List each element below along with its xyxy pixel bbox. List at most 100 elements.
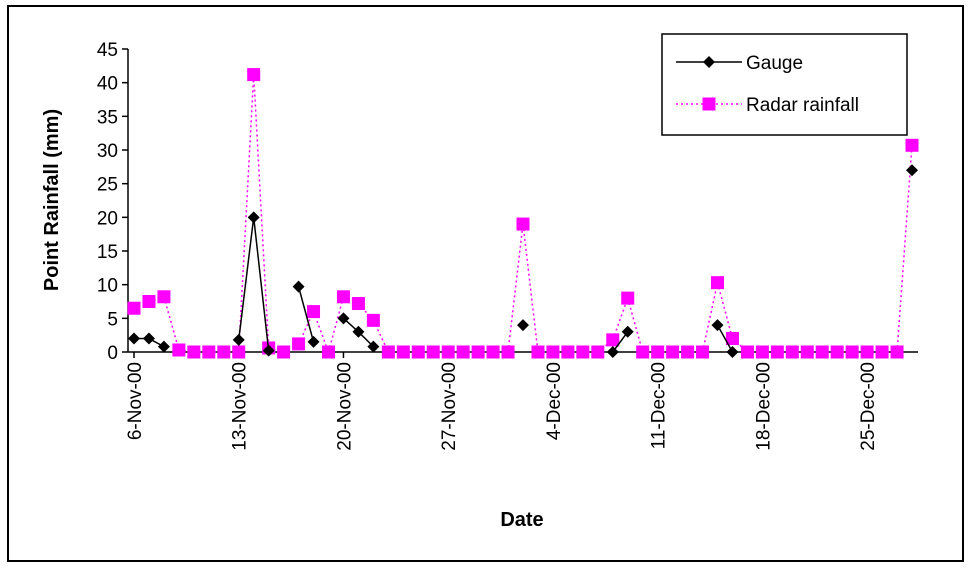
x-axis-title: Date <box>500 509 543 531</box>
data-point <box>157 290 171 304</box>
data-point <box>262 344 275 357</box>
series-line-segment <box>252 217 270 351</box>
legend-item: Gauge <box>676 53 803 74</box>
legend-label: Radar rainfall <box>746 95 859 116</box>
x-tick-label: 11-Dec-00 <box>649 362 670 449</box>
series-line-segment <box>297 286 315 343</box>
data-point <box>277 345 291 359</box>
series-line-segment <box>237 74 255 353</box>
data-point <box>292 280 305 293</box>
data-point <box>770 345 784 359</box>
series-line-segment <box>896 145 913 353</box>
data-point <box>576 345 590 359</box>
data-point <box>651 345 665 359</box>
data-point <box>681 345 695 359</box>
data-point <box>187 345 201 359</box>
data-point <box>292 337 306 351</box>
y-axis-title: Point Rainfall (mm) <box>41 109 63 291</box>
series-line-segment <box>716 324 734 353</box>
data-point <box>815 345 829 359</box>
data-point <box>875 345 889 359</box>
data-point <box>531 345 545 359</box>
data-point <box>367 340 380 353</box>
data-point <box>441 345 455 359</box>
data-point <box>486 345 500 359</box>
data-point <box>800 345 814 359</box>
series-line-segment <box>357 303 374 321</box>
data-point <box>621 325 634 338</box>
data-point <box>666 345 680 359</box>
data-point <box>591 345 605 359</box>
x-tick-label: 18-Dec-00 <box>753 362 774 451</box>
series-layer <box>127 68 919 359</box>
data-point <box>396 345 410 359</box>
data-point <box>172 343 186 357</box>
legend: Gauge Radar rainfall <box>661 33 908 136</box>
data-point <box>142 332 155 345</box>
y-tick-label: 45 <box>97 40 118 61</box>
y-tick-label: 0 <box>107 343 118 364</box>
y-tick-label: 15 <box>97 242 118 263</box>
data-point <box>322 345 335 359</box>
data-point <box>142 295 156 308</box>
y-axis: 0 5 10 15 20 25 30 35 40 45 <box>97 40 128 364</box>
data-point <box>307 335 320 348</box>
data-point <box>621 291 635 305</box>
data-point <box>351 297 365 311</box>
data-point <box>217 345 231 359</box>
data-point <box>725 332 739 346</box>
series-line-segment <box>627 297 644 353</box>
data-point <box>785 345 799 359</box>
series-line-segment <box>612 297 629 341</box>
legend-box <box>661 33 908 136</box>
series-line-segment <box>327 296 345 353</box>
series-line-segment <box>163 296 180 351</box>
data-point <box>247 68 261 82</box>
data-point <box>726 346 739 358</box>
data-point <box>426 345 440 359</box>
data-point <box>247 211 260 224</box>
data-point <box>381 345 395 359</box>
y-tick-label: 5 <box>107 309 118 330</box>
x-tick-label: 20-Nov-00 <box>334 362 355 451</box>
data-point <box>740 345 754 359</box>
data-point <box>636 345 650 359</box>
x-tick-label: 4-Dec-00 <box>544 362 565 440</box>
data-point <box>696 345 710 359</box>
series-line-segment <box>237 217 255 340</box>
data-point <box>232 333 245 346</box>
data-point <box>516 217 530 231</box>
legend-item: Radar rainfall <box>676 95 859 116</box>
data-point <box>501 345 515 359</box>
y-tick-label: 20 <box>97 208 118 229</box>
legend-marker <box>703 56 715 68</box>
data-point <box>456 345 470 359</box>
data-point <box>546 345 560 359</box>
data-point <box>157 340 170 353</box>
x-tick-label: 13-Nov-00 <box>230 362 251 451</box>
data-point <box>336 290 350 304</box>
x-tick-label: 25-Dec-00 <box>858 362 879 451</box>
series-line-segment <box>522 223 539 353</box>
data-point <box>606 333 620 347</box>
series-line-segment <box>312 311 330 353</box>
data-point <box>352 325 365 338</box>
data-point <box>128 332 140 345</box>
data-point <box>845 345 859 359</box>
data-point <box>471 345 485 359</box>
data-point <box>830 345 844 359</box>
data-point <box>127 301 141 315</box>
data-point <box>517 319 529 332</box>
data-point <box>755 345 769 359</box>
series-line-segment <box>507 223 524 353</box>
data-point <box>337 312 350 325</box>
legend-label: Gauge <box>746 53 803 74</box>
data-point <box>202 345 216 359</box>
y-tick-label: 25 <box>97 175 118 196</box>
data-point <box>366 313 380 327</box>
series-line-segment <box>701 282 719 353</box>
data-point <box>307 305 321 319</box>
y-tick-label: 40 <box>97 74 118 95</box>
data-point <box>606 346 619 358</box>
data-point <box>411 345 425 359</box>
